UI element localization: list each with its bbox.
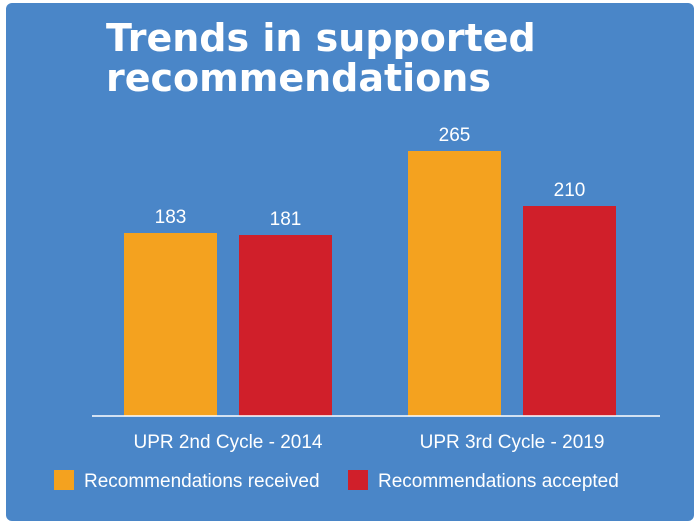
- data-label-received-1: 265: [439, 125, 471, 146]
- x-tick-label-1: UPR 3rd Cycle - 2019: [420, 432, 605, 453]
- legend-label-received: Recommendations received: [84, 471, 320, 492]
- chart-title-line-2: recommendations: [106, 56, 491, 100]
- legend-label-accepted: Recommendations accepted: [378, 471, 619, 492]
- bar-received-1: [408, 151, 501, 416]
- bar-accepted-1: [523, 206, 616, 416]
- chart-panel: Trends in supported recommendations 183 1…: [6, 3, 694, 521]
- chart-title-line-1: Trends in supported: [106, 16, 536, 60]
- legend-swatch-accepted: [348, 470, 368, 490]
- legend: Recommendations received Recommendations …: [54, 470, 619, 492]
- data-label-received-0: 183: [155, 207, 187, 228]
- bar-received-0: [124, 233, 217, 416]
- bar-accepted-0: [239, 235, 332, 416]
- data-label-accepted-0: 181: [270, 209, 302, 230]
- plot-area: 183 181 UPR 2nd Cycle - 2014 265 210 UPR 3rd …: [92, 125, 660, 453]
- bar-chart: Trends in supported recommendations 183 1…: [54, 16, 660, 492]
- x-tick-label-0: UPR 2nd Cycle - 2014: [133, 432, 322, 453]
- legend-swatch-received: [54, 470, 74, 490]
- data-label-accepted-1: 210: [554, 180, 586, 201]
